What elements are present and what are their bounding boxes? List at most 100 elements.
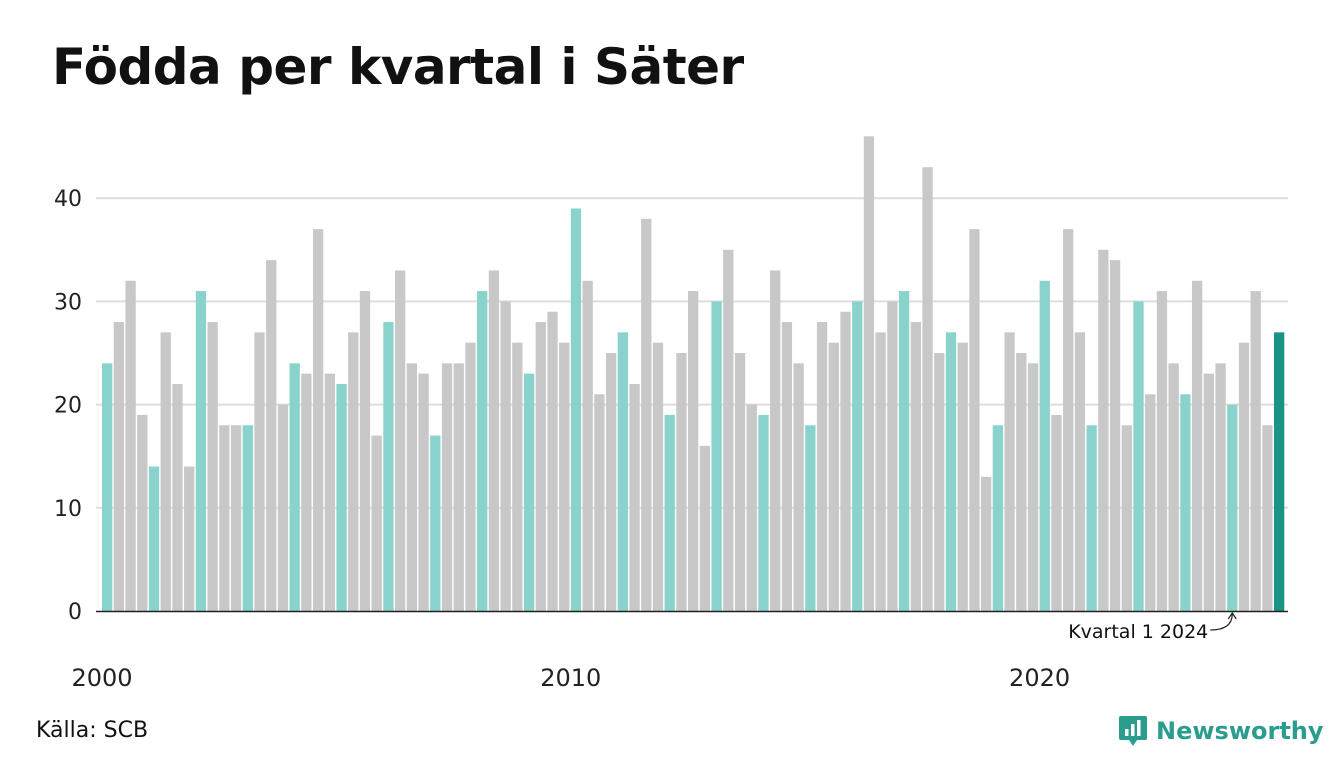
bar [594,394,605,611]
bar [711,301,722,611]
bar [1168,363,1179,611]
bar [371,435,382,611]
bar [1250,291,1261,611]
bar [1016,353,1027,611]
x-tick-label: 2000 [71,664,132,692]
bar [1109,260,1121,611]
bar [781,322,793,611]
bar [723,249,734,612]
bar [969,229,980,611]
bar [195,291,207,611]
bar [1086,425,1097,611]
bar [441,363,453,611]
bar [1180,394,1191,611]
bar [160,332,171,611]
bar [395,270,406,611]
bar [418,373,429,611]
bar [1191,280,1203,611]
bar [734,353,746,611]
bar [981,476,992,611]
bar [934,353,945,611]
bar [348,332,359,611]
bar [945,332,957,611]
bar [312,229,324,611]
y-tick-label: 30 [54,290,82,315]
bar [1203,373,1214,611]
bar [1238,342,1250,611]
bar [992,425,1004,611]
bar [957,342,968,611]
bar [102,363,113,611]
brand-name: Newsworthy [1156,717,1324,745]
bar [125,280,136,611]
brand-logo[interactable]: Newsworthy [1118,714,1324,748]
bar [875,332,886,611]
bar [1051,414,1062,611]
x-tick-label: 2010 [540,664,601,692]
y-tick-label: 40 [54,187,82,212]
bar [406,363,418,611]
bar [289,363,300,611]
bar [113,322,125,611]
bar [746,404,757,611]
bar [793,363,804,611]
bar [488,270,500,611]
bar [324,373,335,611]
bar [1133,301,1144,611]
bar [582,280,593,611]
bar [629,383,640,611]
bar [1227,404,1238,611]
bar [840,311,851,611]
bar [570,208,582,611]
bar [1063,229,1074,611]
bar [758,414,769,611]
bar [242,425,253,611]
bar [266,260,277,611]
bars [102,136,1285,612]
bar [1145,394,1156,611]
bar [1004,332,1015,611]
bar [465,342,476,611]
bar [1121,425,1132,611]
bar-latest [1274,332,1285,611]
bar [254,332,265,611]
bar [219,425,230,611]
y-tick-label: 0 [68,600,82,625]
bar [500,301,511,611]
source-label: Källa: SCB [36,718,149,743]
bar [910,322,921,611]
bar [559,342,570,611]
bar [816,322,828,611]
bar [605,353,617,611]
bar [277,404,289,611]
bar [1215,363,1226,611]
bar [148,466,160,611]
annotation-label: Kvartal 1 2024 [1068,621,1208,643]
bar [430,435,441,611]
bar [359,291,371,611]
bar [512,342,523,611]
bar [207,322,218,611]
y-tick-label: 10 [54,497,82,522]
bar [805,425,816,611]
bar [828,342,839,611]
bar [617,332,628,611]
bar [699,445,711,611]
bar [453,363,464,611]
x-axis-ticks: 2000 2010 2020 [71,664,1070,692]
chart-title: Födda per kvartal i Säter [52,38,744,96]
bar [664,414,675,611]
bar [770,270,781,611]
bar [1039,280,1050,611]
bar [172,383,183,611]
x-tick-label: 2020 [1009,664,1070,692]
bar [1074,332,1086,611]
bar [1156,291,1168,611]
bar [547,311,558,611]
bar [523,373,535,611]
bar [863,136,875,611]
bar [676,353,687,611]
bar [1027,363,1039,611]
bar [688,291,699,611]
